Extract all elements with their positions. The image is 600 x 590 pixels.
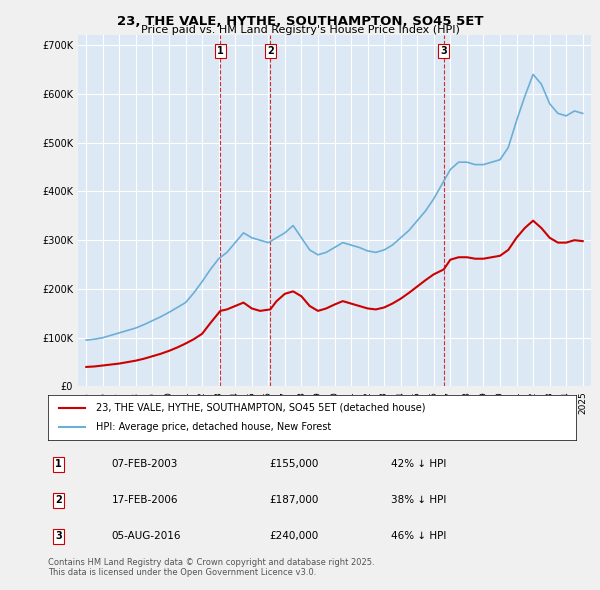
Text: £155,000: £155,000: [270, 460, 319, 469]
Text: 1: 1: [217, 46, 224, 56]
Text: 07-FEB-2003: 07-FEB-2003: [112, 460, 178, 469]
Text: £187,000: £187,000: [270, 496, 319, 506]
Text: 17-FEB-2006: 17-FEB-2006: [112, 496, 178, 506]
Text: Contains HM Land Registry data © Crown copyright and database right 2025.
This d: Contains HM Land Registry data © Crown c…: [48, 558, 374, 577]
Text: 23, THE VALE, HYTHE, SOUTHAMPTON, SO45 5ET (detached house): 23, THE VALE, HYTHE, SOUTHAMPTON, SO45 5…: [95, 403, 425, 412]
Text: 3: 3: [440, 46, 447, 56]
Text: 3: 3: [55, 532, 62, 542]
Text: 1: 1: [55, 460, 62, 469]
Text: 2: 2: [267, 46, 274, 56]
Text: Price paid vs. HM Land Registry's House Price Index (HPI): Price paid vs. HM Land Registry's House …: [140, 25, 460, 35]
Text: HPI: Average price, detached house, New Forest: HPI: Average price, detached house, New …: [95, 422, 331, 432]
Text: 23, THE VALE, HYTHE, SOUTHAMPTON, SO45 5ET: 23, THE VALE, HYTHE, SOUTHAMPTON, SO45 5…: [117, 15, 483, 28]
Text: 05-AUG-2016: 05-AUG-2016: [112, 532, 181, 542]
Text: £240,000: £240,000: [270, 532, 319, 542]
Text: 42% ↓ HPI: 42% ↓ HPI: [391, 460, 446, 469]
Text: 38% ↓ HPI: 38% ↓ HPI: [391, 496, 446, 506]
Text: 2: 2: [55, 496, 62, 506]
Text: 46% ↓ HPI: 46% ↓ HPI: [391, 532, 446, 542]
